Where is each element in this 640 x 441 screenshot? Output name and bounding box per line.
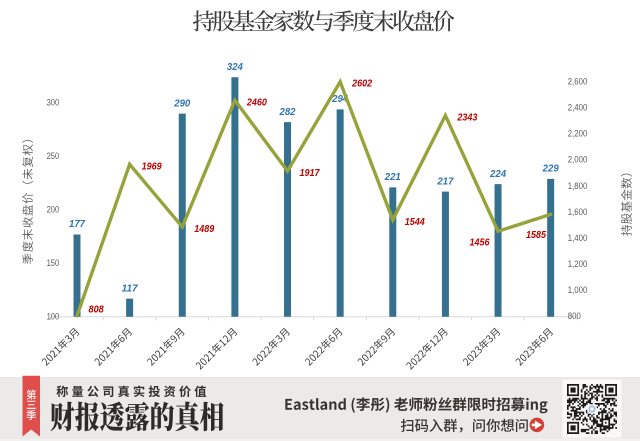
svg-text:1544: 1544 <box>405 217 425 228</box>
svg-text:1585: 1585 <box>526 230 546 241</box>
svg-text:1456: 1456 <box>470 238 490 249</box>
svg-text:1,800: 1,800 <box>568 181 588 191</box>
svg-text:221: 221 <box>384 172 401 183</box>
svg-text:1,400: 1,400 <box>568 233 588 243</box>
svg-text:2602: 2602 <box>351 79 372 90</box>
svg-text:224: 224 <box>489 169 506 180</box>
svg-text:2,400: 2,400 <box>568 102 588 112</box>
svg-text:300: 300 <box>47 98 60 108</box>
svg-text:800: 800 <box>568 311 581 321</box>
svg-text:1969: 1969 <box>142 161 162 172</box>
svg-text:229: 229 <box>542 164 559 175</box>
svg-text:250: 250 <box>47 151 60 161</box>
svg-text:1489: 1489 <box>194 224 214 235</box>
svg-text:324: 324 <box>227 62 243 73</box>
svg-text:2,200: 2,200 <box>568 129 588 139</box>
svg-text:1,000: 1,000 <box>568 285 588 295</box>
svg-text:1,600: 1,600 <box>568 207 588 217</box>
svg-text:217: 217 <box>436 176 454 187</box>
svg-text:2,600: 2,600 <box>568 76 588 86</box>
svg-text:282: 282 <box>279 107 296 118</box>
svg-text:290: 290 <box>173 98 190 109</box>
svg-text:150: 150 <box>47 258 60 268</box>
svg-text:1,200: 1,200 <box>568 259 588 269</box>
svg-text:200: 200 <box>47 204 60 214</box>
svg-text:177: 177 <box>69 219 86 230</box>
svg-text:1917: 1917 <box>300 168 321 179</box>
svg-text:2,000: 2,000 <box>568 155 588 165</box>
svg-text:100: 100 <box>47 311 60 321</box>
svg-text:117: 117 <box>122 283 139 294</box>
svg-text:808: 808 <box>89 305 104 316</box>
svg-text:2460: 2460 <box>246 97 267 108</box>
svg-text:2343: 2343 <box>457 113 478 124</box>
svg-text:294: 294 <box>331 94 348 105</box>
